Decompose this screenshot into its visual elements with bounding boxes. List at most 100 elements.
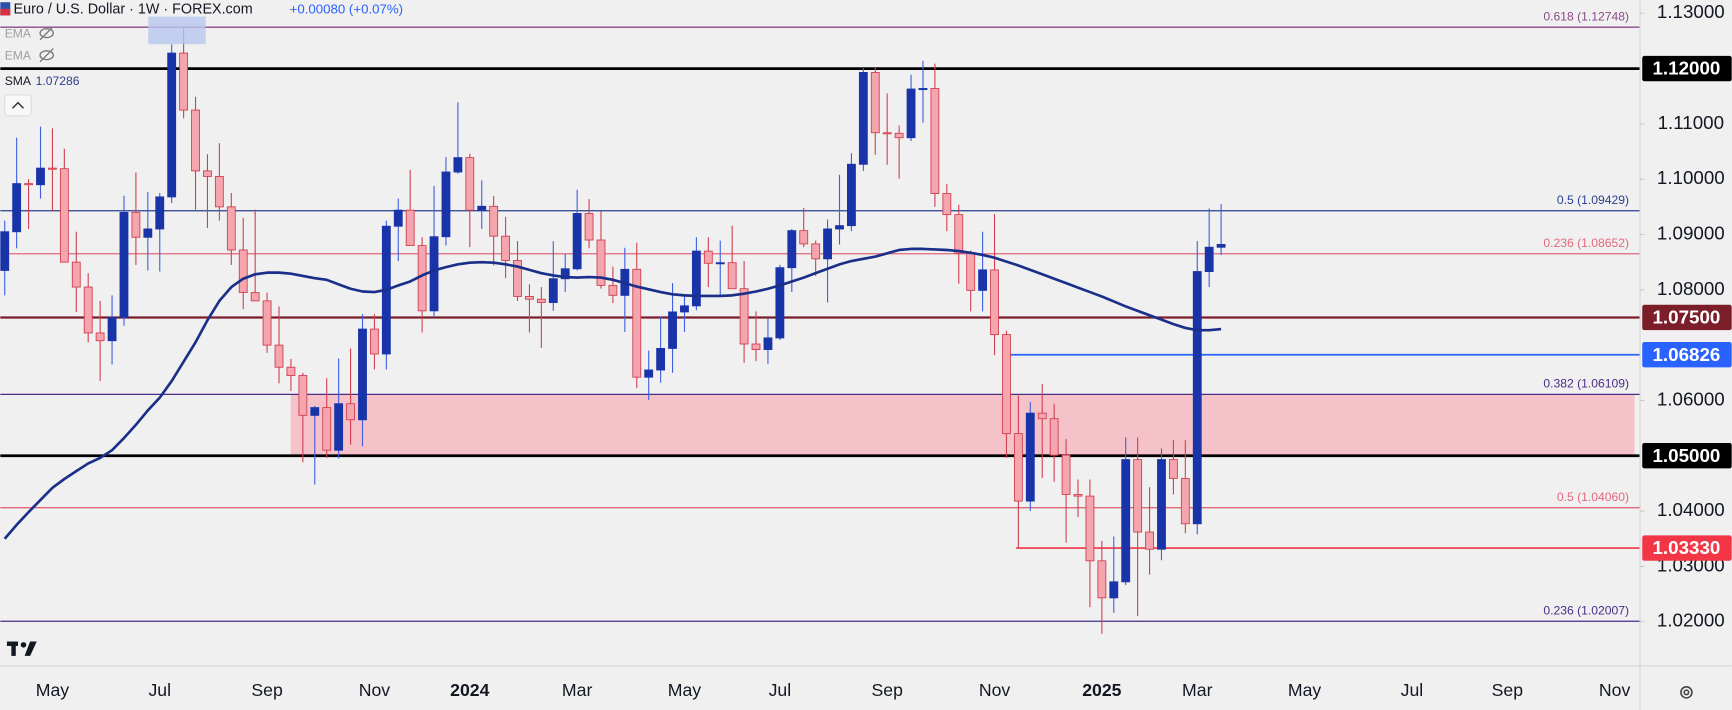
indicator-name[interactable]: EMA [5, 26, 32, 40]
candle-body [1180, 477, 1190, 525]
candle-body [36, 167, 45, 186]
collapse-button[interactable] [4, 94, 32, 117]
candle-body [477, 205, 487, 211]
x-tick-label: 2024 [450, 680, 489, 700]
x-tick-label: Mar [562, 680, 593, 700]
candle-body [739, 288, 749, 345]
candle-body [1073, 494, 1083, 497]
candle-body [918, 88, 928, 91]
candle-body [143, 228, 153, 238]
candle-body [24, 183, 33, 186]
candle-body [310, 407, 320, 416]
candle-body [1049, 418, 1059, 456]
fib-label: 0.5 (1.09429) [1557, 193, 1629, 207]
candle-body [441, 171, 451, 238]
candle-body [811, 243, 821, 260]
x-tick-label: 2025 [1082, 680, 1121, 700]
candle-body [12, 183, 22, 233]
candle-body [1168, 459, 1178, 479]
candle-body [513, 260, 522, 297]
candle-body [262, 300, 272, 346]
candle-body [584, 213, 594, 241]
candle-body [83, 286, 93, 334]
candle-body [560, 268, 570, 280]
flag-icon [0, 8, 11, 16]
x-tick-label: May [668, 680, 702, 700]
tradingview-logo [6, 641, 37, 656]
sma-line [3, 247, 1222, 540]
y-tick-label: 1.08000 [1657, 278, 1725, 299]
candle-body [572, 213, 582, 270]
y-tick-label: 1.02000 [1657, 610, 1725, 631]
candle-body [1133, 459, 1143, 533]
x-tick-label: Nov [1599, 680, 1631, 700]
candle-body [656, 347, 666, 371]
fib-label: 0.618 (1.12748) [1543, 9, 1629, 23]
price-change: +0.00080 (+0.07%) [290, 1, 403, 16]
price-label-box [1642, 55, 1732, 82]
collapse-icon [11, 101, 25, 109]
candle-body [847, 163, 856, 227]
candle-body [858, 72, 868, 165]
candle-body [954, 214, 964, 254]
price-label-box [1642, 304, 1732, 331]
candle-body [107, 317, 117, 342]
candle-body [763, 337, 773, 350]
candle-body [894, 132, 904, 139]
indicator-name[interactable]: EMA [5, 49, 32, 63]
candle-body [1037, 412, 1047, 420]
candle-body [286, 366, 296, 376]
candle-body [1085, 495, 1095, 562]
candle-body [930, 88, 940, 195]
candle-body [226, 206, 236, 251]
candle-body [1157, 459, 1166, 550]
x-tick-label: Sep [871, 680, 903, 700]
fib-label: 0.236 (1.02007) [1543, 604, 1629, 618]
candle-body [334, 403, 344, 451]
indicator-value: 1.07286 [36, 74, 80, 88]
candle-body [250, 292, 260, 302]
x-tick-label: Jul [769, 680, 792, 700]
y-tick-label: 1.13000 [1657, 1, 1725, 22]
candle-body [489, 205, 499, 237]
fib-label: 0.5 (1.04060) [1557, 490, 1629, 504]
candle-body [1121, 459, 1131, 583]
x-tick-label: May [36, 680, 70, 700]
price-label: 1.05000 [1652, 445, 1720, 466]
candle-body [882, 132, 892, 135]
price-label: 1.07500 [1652, 307, 1720, 328]
candle-body [775, 267, 785, 339]
candle-body [978, 269, 988, 291]
indicator-name[interactable]: SMA [5, 74, 32, 88]
price-label: 1.12000 [1652, 58, 1720, 79]
x-tick-label: Nov [359, 680, 391, 700]
candle-body [405, 209, 415, 247]
candle-body [990, 269, 999, 336]
candle-body [71, 261, 81, 288]
candle-body [1145, 531, 1154, 550]
y-tick-label: 1.11000 [1658, 112, 1724, 133]
x-tick-label: May [1288, 680, 1322, 700]
candle-body [1097, 560, 1107, 599]
candle-body [274, 344, 284, 368]
candle-body [1061, 454, 1071, 495]
candle-body [870, 72, 880, 134]
candle-body [596, 239, 606, 286]
candle-body [429, 236, 439, 312]
candle-body [715, 262, 725, 265]
settings-icon[interactable] [1680, 686, 1693, 699]
candle-body [48, 167, 57, 170]
candle-body [668, 311, 677, 349]
x-tick-label: Sep [1492, 680, 1524, 700]
x-tick-label: Nov [979, 680, 1011, 700]
candle-body [95, 332, 105, 342]
fib-label: 0.236 (1.08652) [1543, 236, 1629, 250]
hidden-icon[interactable] [39, 26, 54, 63]
x-tick-label: Jul [1401, 680, 1424, 700]
candle-body [906, 88, 916, 139]
candle-body [691, 250, 701, 307]
candle-body [346, 403, 355, 421]
candle-body [393, 209, 403, 227]
candle-body [799, 230, 809, 245]
